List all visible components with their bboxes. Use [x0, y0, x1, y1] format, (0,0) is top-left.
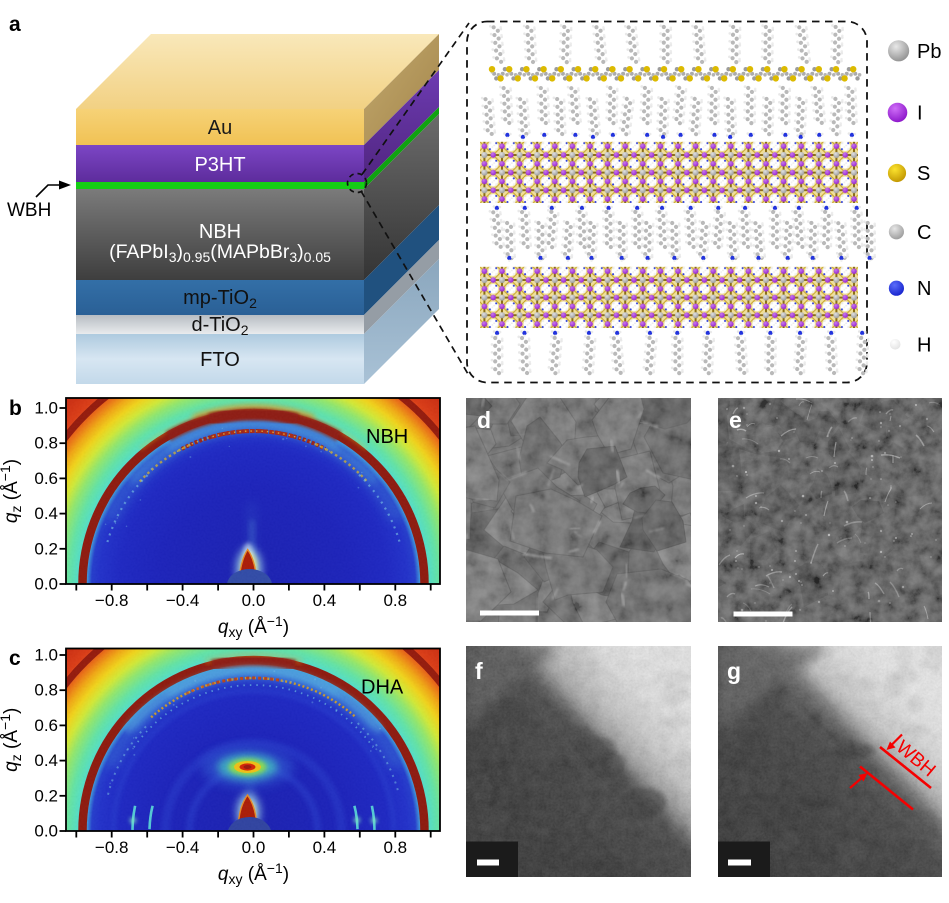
- svg-text:−0.4: −0.4: [166, 838, 200, 857]
- svg-text:qz (Å−1): qz (Å−1): [0, 459, 24, 523]
- svg-text:0.6: 0.6: [34, 716, 58, 735]
- svg-text:a: a: [9, 13, 21, 36]
- svg-text:Au: Au: [208, 117, 232, 139]
- svg-text:b: b: [9, 397, 22, 420]
- svg-text:0.0: 0.0: [34, 822, 58, 841]
- svg-text:−0.8: −0.8: [95, 838, 129, 857]
- svg-text:0.0: 0.0: [34, 575, 58, 594]
- svg-text:1.0: 1.0: [34, 646, 58, 665]
- svg-text:NBH: NBH: [199, 221, 241, 243]
- svg-text:qz (Å−1): qz (Å−1): [0, 708, 24, 772]
- svg-text:mp-TiO2: mp-TiO2: [183, 287, 257, 311]
- svg-text:qxy (Å−1): qxy (Å−1): [218, 860, 289, 887]
- svg-text:1.0: 1.0: [34, 399, 58, 418]
- svg-text:qxy (Å−1): qxy (Å−1): [218, 613, 289, 640]
- svg-text:0.4: 0.4: [313, 838, 337, 857]
- svg-text:NBH: NBH: [366, 426, 408, 448]
- svg-text:0.2: 0.2: [34, 786, 58, 805]
- svg-text:−0.4: −0.4: [166, 591, 200, 610]
- svg-text:0.0: 0.0: [242, 838, 266, 857]
- svg-text:e: e: [729, 407, 742, 433]
- svg-text:0.4: 0.4: [34, 751, 58, 770]
- svg-text:−0.8: −0.8: [95, 591, 129, 610]
- svg-text:Pb: Pb: [917, 41, 941, 63]
- svg-text:0.6: 0.6: [34, 469, 58, 488]
- svg-text:g: g: [727, 658, 741, 684]
- svg-text:f: f: [475, 658, 483, 684]
- svg-text:N: N: [917, 278, 931, 300]
- svg-text:WBH: WBH: [7, 200, 51, 221]
- svg-text:0.0: 0.0: [242, 591, 266, 610]
- svg-text:0.8: 0.8: [383, 591, 407, 610]
- svg-text:DHA: DHA: [361, 677, 404, 699]
- svg-text:P3HT: P3HT: [194, 154, 245, 176]
- svg-text:0.2: 0.2: [34, 539, 58, 558]
- svg-text:FTO: FTO: [200, 349, 240, 371]
- svg-text:0.8: 0.8: [34, 434, 58, 453]
- svg-text:H: H: [917, 334, 931, 356]
- svg-text:0.4: 0.4: [313, 591, 337, 610]
- svg-text:I: I: [917, 103, 923, 125]
- svg-text:0.8: 0.8: [34, 681, 58, 700]
- svg-text:d-TiO2: d-TiO2: [191, 314, 248, 338]
- svg-text:C: C: [917, 222, 931, 244]
- svg-text:S: S: [917, 163, 930, 185]
- svg-text:0.8: 0.8: [383, 838, 407, 857]
- svg-text:0.4: 0.4: [34, 504, 58, 523]
- svg-text:c: c: [9, 647, 21, 670]
- svg-text:(FAPbI3)0.95(MAPbBr3)0.05: (FAPbI3)0.95(MAPbBr3)0.05: [109, 241, 331, 265]
- svg-text:d: d: [477, 407, 491, 433]
